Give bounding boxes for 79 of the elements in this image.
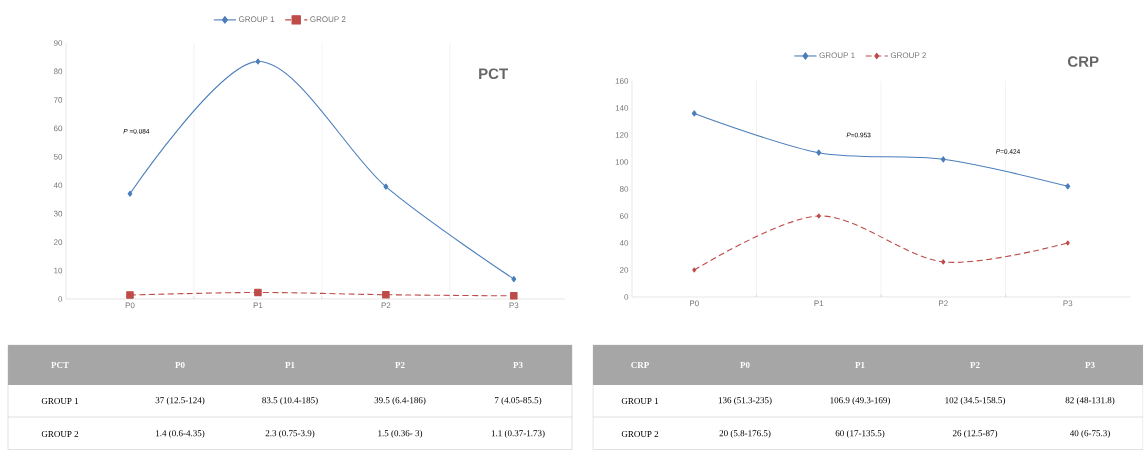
x-tick-label: P3: [1063, 300, 1073, 307]
category-label: P2: [970, 362, 980, 368]
text: GROUP 2: [621, 430, 659, 438]
y-tick-label: 60: [619, 213, 629, 219]
y-tick-label: 160: [615, 78, 629, 84]
y-tick-label: 80: [53, 68, 63, 75]
y-tick-label: 0: [624, 294, 629, 300]
y-tick-label: 20: [53, 239, 63, 245]
data-label: 40 (6-75.3): [1069, 429, 1110, 439]
text: GROUP 1: [41, 397, 79, 405]
point: [511, 276, 517, 283]
category-label: P1: [855, 362, 865, 368]
point: [383, 183, 389, 190]
point: [510, 292, 518, 300]
data-label: 20 (5.8-176.5): [719, 429, 771, 439]
data-label: 1.5 (0.36- 3): [378, 429, 423, 439]
chart-title: CRP: [631, 361, 649, 369]
point: [382, 290, 390, 299]
category-label: P3: [513, 361, 523, 369]
y-tick-label: 50: [53, 153, 63, 160]
category-label: P1: [285, 362, 295, 368]
y-tick-label: 40: [619, 240, 629, 246]
data-label: 26 (12.5-87): [952, 429, 998, 439]
data-label: 106.9 (49.3-169): [830, 396, 890, 406]
text: GROUP 2: [41, 430, 79, 438]
y-tick-label: 0: [58, 296, 63, 302]
y-tick-label: 140: [615, 105, 629, 111]
x-tick-label: P2: [381, 302, 391, 309]
point: [126, 291, 134, 299]
x-tick-label: P0: [690, 300, 699, 307]
data-label: 82 (48-131.8): [1065, 396, 1115, 406]
data-label: 136 (51.3-235): [718, 396, 772, 406]
point: [692, 267, 697, 273]
chart-title: PCT: [51, 361, 69, 369]
point: [816, 149, 822, 156]
y-tick-label: 70: [53, 97, 63, 103]
category-label: P2: [395, 362, 405, 368]
legend-label: GROUP 1: [238, 16, 275, 23]
data-label: 60 (17-135.5): [835, 429, 885, 439]
text: PCT: [479, 68, 508, 80]
y-tick-label: 120: [615, 132, 629, 138]
x-tick-label: P0: [125, 302, 135, 309]
x-tick-label: P1: [814, 300, 824, 307]
point: [1065, 183, 1071, 190]
data-label: 7 (4.05-85.5): [494, 396, 542, 406]
point: [941, 259, 946, 265]
y-tick-label: 10: [54, 267, 63, 274]
data-label: 39.5 (6.4-186): [374, 396, 426, 406]
data-label: 1.1 (0.37-1.73): [491, 429, 545, 439]
category-label: P0: [175, 361, 185, 369]
y-tick-label: 40: [53, 182, 63, 189]
y-tick-label: 60: [53, 125, 63, 132]
legend-label: GROUP 2: [890, 52, 926, 59]
legend-label: GROUP 1: [819, 52, 855, 59]
y-tick-label: 80: [619, 186, 629, 192]
y-tick-label: 100: [615, 159, 629, 165]
legend-label: GROUP 2: [310, 16, 346, 23]
x-tick-label: P1: [253, 302, 263, 309]
point: [127, 190, 133, 197]
category-label: P3: [1085, 361, 1095, 369]
data-label: 1.4 (0.6-4.35): [156, 429, 205, 439]
y-tick-label: 90: [53, 40, 63, 46]
data-label: 102 (34.5-158.5): [945, 396, 1005, 406]
point: [255, 58, 261, 65]
x-tick-label: P3: [509, 302, 519, 309]
data-label: 2.3 (0.75-3.9): [265, 429, 315, 439]
point: [940, 156, 946, 163]
data-label: 83.5 (10.4-185): [262, 396, 318, 406]
chart-title: CRP: [1067, 56, 1099, 67]
point: [1065, 240, 1070, 246]
point: [816, 213, 821, 219]
point: [691, 110, 697, 117]
y-tick-label: 30: [53, 210, 63, 217]
y-tick-label: 20: [619, 267, 629, 273]
x-tick-label: P2: [939, 300, 948, 307]
data-label: 37 (12.5-124): [155, 396, 205, 406]
text: GROUP 1: [621, 397, 659, 405]
category-label: P0: [740, 361, 750, 369]
point: [254, 288, 262, 297]
